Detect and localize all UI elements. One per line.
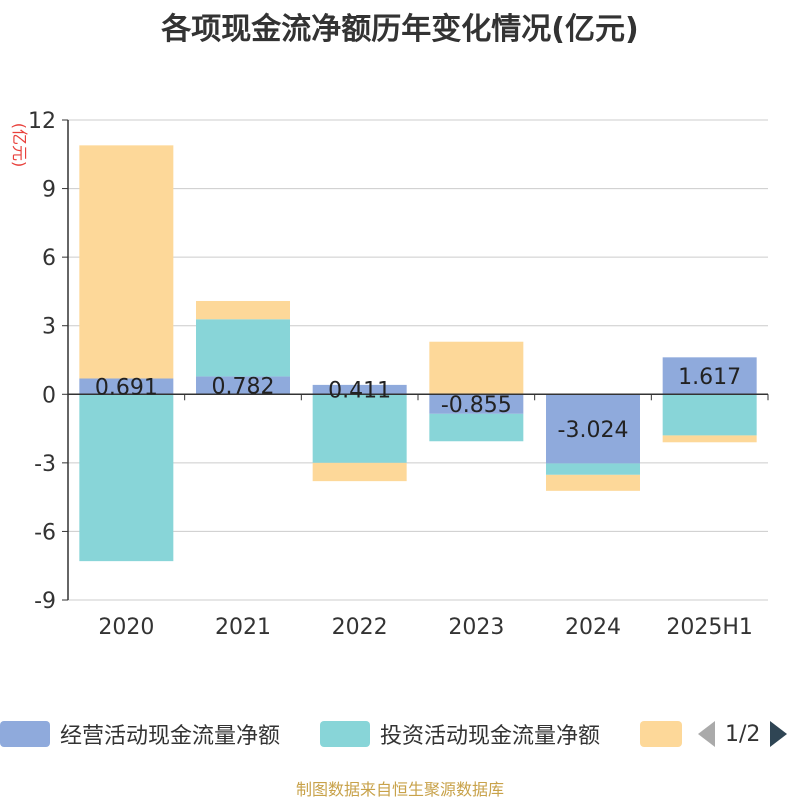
data-label-2024: -3.024	[558, 418, 629, 443]
bar-operating-2020	[79, 378, 174, 395]
bar-operating-2024	[546, 394, 640, 464]
page-next-icon[interactable]	[770, 721, 788, 747]
source-footer: 制图数据来自恒生聚源数据库	[295, 780, 504, 799]
bar-financing-2024	[546, 474, 640, 491]
legend-page-indicator: 1/2	[725, 721, 761, 747]
bar-financing-2023	[429, 341, 524, 395]
legend-item-investing[interactable]: 投资活动现金流量净额	[320, 712, 600, 756]
bar-operating-2025H1	[662, 357, 757, 395]
y-tick-label: 3	[42, 315, 56, 340]
y-tick-label: -3	[34, 452, 56, 477]
legend-item-operating[interactable]: 经营活动现金流量净额	[0, 712, 280, 756]
legend-pager: 1/2	[698, 712, 788, 756]
x-tick-label: 2022	[332, 615, 388, 640]
bar-investing-2023	[429, 413, 524, 442]
y-tick-label: 12	[28, 109, 56, 134]
legend-swatch-financing	[640, 721, 682, 747]
y-tick-label: -6	[34, 520, 56, 545]
x-tick-label: 2025H1	[666, 615, 753, 640]
legend-swatch-operating	[0, 721, 50, 747]
bar-operating-2022	[312, 384, 407, 395]
bar-investing-2021	[196, 319, 290, 377]
data-label-2021: 0.782	[212, 374, 275, 399]
bar-investing-2025H1	[662, 394, 757, 436]
x-tick-label: 2023	[448, 615, 504, 640]
chart-title: 各项现金流净额历年变化情况(亿元)	[161, 12, 639, 47]
legend: 经营活动现金流量净额 投资活动现金流量净额 1/2	[0, 712, 800, 756]
chart-plot: 12 9 6 3 0 -3 -6 -9 (亿元) 0.691 0.782 0.411 -0.855 -3.…	[10, 109, 769, 640]
data-label-2020: 0.691	[95, 375, 158, 400]
page-prev-icon[interactable]	[698, 721, 715, 747]
y-tick-label: 6	[42, 246, 56, 271]
x-tick-label: 2021	[215, 615, 271, 640]
y-tick-label: 9	[42, 178, 56, 203]
bar-investing-2020	[79, 394, 174, 562]
bar-investing-2024	[546, 463, 640, 475]
legend-label-operating: 经营活动现金流量净额	[60, 724, 281, 749]
data-label-2025H1: 1.617	[678, 365, 741, 390]
legend-swatch-investing	[320, 721, 370, 747]
bar-financing-2022	[312, 462, 407, 482]
bar-financing-2025H1	[662, 435, 757, 443]
legend-item-financing[interactable]	[640, 712, 682, 756]
bar-investing-2022	[312, 394, 407, 463]
y-unit-label: (亿元)	[10, 123, 29, 168]
bar-financing-2020	[79, 145, 174, 379]
x-tick-label: 2024	[565, 615, 621, 640]
y-tick-label: 0	[42, 383, 56, 408]
x-tick-label: 2020	[98, 615, 154, 640]
bar-operating-2021	[196, 376, 290, 395]
bar-operating-2023	[429, 394, 524, 414]
bar-financing-2021	[196, 300, 290, 320]
data-label-2022: 0.411	[328, 379, 391, 404]
legend-label-investing: 投资活动现金流量净额	[380, 724, 601, 749]
y-tick-label: -9	[34, 589, 56, 614]
data-label-2023: -0.855	[441, 393, 512, 418]
